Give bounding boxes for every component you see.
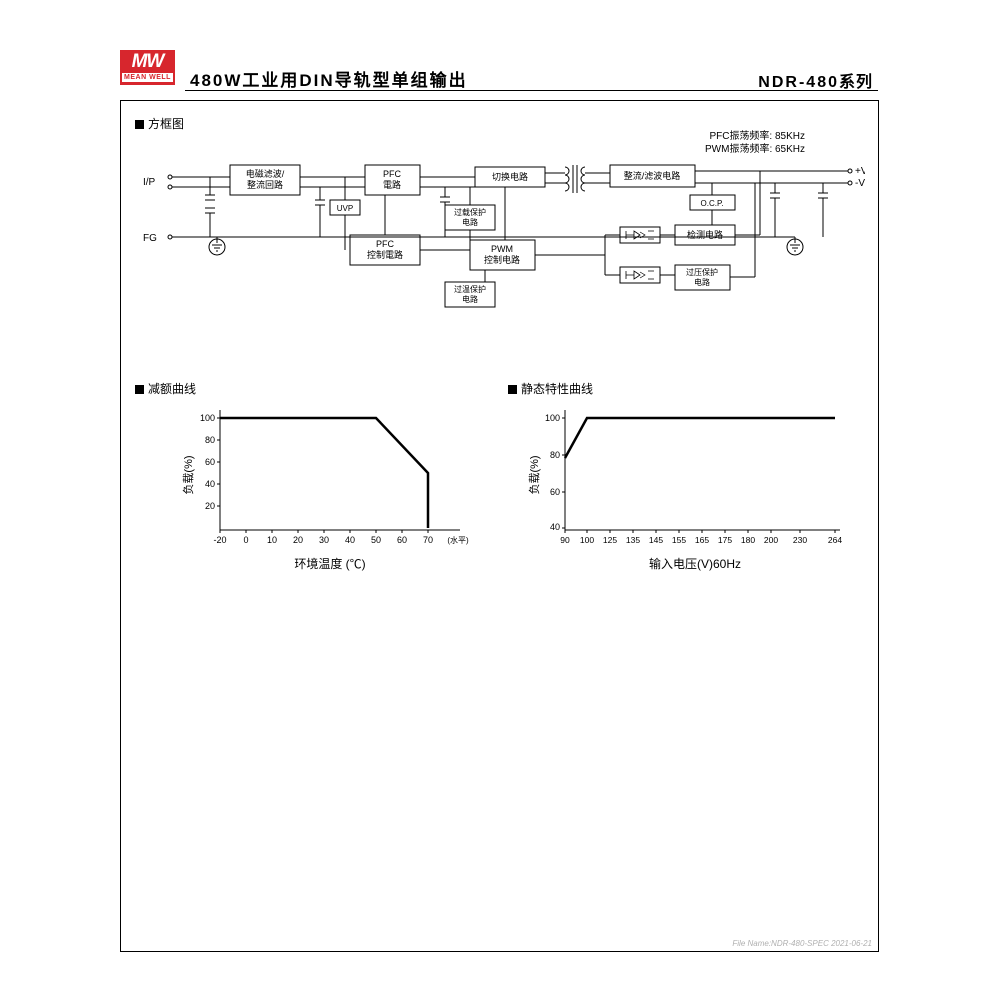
svg-text:控制電路: 控制電路 [367,249,403,260]
logo-text-bottom: MEAN WELL [122,73,173,82]
section-title-block-diagram: 方框图 [135,115,184,132]
svg-text:切换电路: 切换电路 [492,171,528,182]
chart1-xlabel: 环境温度 (℃) [294,556,365,571]
svg-text:10: 10 [267,535,277,545]
derating-curve-chart: 100 80 60 40 20 -20 0 10 20 30 40 50 60 70 (水平) 负载(… [170,400,480,575]
svg-text:过温保护: 过温保护 [454,284,486,294]
svg-text:UVP: UVP [337,204,353,213]
svg-text:整流回路: 整流回路 [247,179,283,190]
svg-text:PFC: PFC [376,239,395,249]
svg-text:175: 175 [718,535,732,545]
svg-text:40: 40 [205,479,215,489]
block-emi: 电磁滤波/ [246,168,285,179]
svg-text:20: 20 [293,535,303,545]
svg-text:60: 60 [205,457,215,467]
svg-text:FG: FG [143,233,157,244]
header-title: 480W工业用DIN导轨型单组输出 [190,66,468,91]
section-title-static: 静态特性曲线 [508,380,593,397]
svg-text:80: 80 [205,435,215,445]
svg-text:PFC: PFC [383,169,402,179]
svg-text:100: 100 [580,535,594,545]
svg-text:过载保护: 过载保护 [454,207,486,217]
svg-text:100: 100 [545,413,560,423]
svg-text:O.C.P.: O.C.P. [701,199,724,208]
svg-text:165: 165 [695,535,709,545]
header-model: NDR-480系列 [758,68,873,92]
svg-text:電路: 電路 [383,179,401,190]
svg-text:0: 0 [243,535,248,545]
svg-text:整流/滤波电路: 整流/滤波电路 [624,170,681,181]
chart2-xlabel: 输入电压(V)60Hz [649,556,741,571]
page-footer: File Name:NDR-480-SPEC 2021-06-21 [732,939,872,948]
svg-text:电路: 电路 [462,217,478,227]
svg-text:90: 90 [560,535,570,545]
svg-text:70: 70 [423,535,433,545]
svg-text:145: 145 [649,535,663,545]
svg-text:控制电路: 控制电路 [484,254,520,265]
svg-text:80: 80 [550,450,560,460]
svg-text:155: 155 [672,535,686,545]
svg-text:检测电路: 检测电路 [687,229,723,240]
svg-text:200: 200 [764,535,778,545]
svg-text:过压保护: 过压保护 [686,267,718,277]
svg-text:60: 60 [397,535,407,545]
block-diagram: 电磁滤波/整流回路 PFC電路 PFC控制電路 UVP 切换电路 过载保护电路 … [135,155,865,335]
svg-text:-20: -20 [213,535,226,545]
page-header: 480W工业用DIN导轨型单组输出 NDR-480系列 [185,68,878,91]
svg-text:50: 50 [371,535,381,545]
svg-text:I/P: I/P [143,177,156,188]
svg-text:+V: +V [855,166,865,177]
svg-text:20: 20 [205,501,215,511]
svg-text:230: 230 [793,535,807,545]
svg-text:电路: 电路 [462,294,478,304]
svg-text:PWM: PWM [491,244,513,254]
svg-text:180: 180 [741,535,755,545]
brand-logo: MW MEAN WELL [120,50,175,85]
svg-text:135: 135 [626,535,640,545]
chart1-ylabel: 负载(%) [181,455,195,494]
svg-text:30: 30 [319,535,329,545]
svg-text:40: 40 [550,522,560,532]
svg-text:60: 60 [550,487,560,497]
svg-text:-V: -V [855,178,865,189]
section-title-derating: 减额曲线 [135,380,196,397]
svg-text:100: 100 [200,413,215,423]
svg-text:264: 264 [828,535,842,545]
svg-text:40: 40 [345,535,355,545]
chart2-ylabel: 负载(%) [527,455,541,494]
svg-text:(水平): (水平) [447,535,469,545]
static-characteristic-chart: 100 80 60 40 90 100 125 135 145 155 165 175 180 20… [520,400,860,575]
svg-text:125: 125 [603,535,617,545]
svg-text:电路: 电路 [694,277,710,287]
frequency-spec: PFC振荡频率: 85KHz PWM振荡频率: 65KHz [705,130,805,156]
logo-text-top: MW [120,50,175,73]
